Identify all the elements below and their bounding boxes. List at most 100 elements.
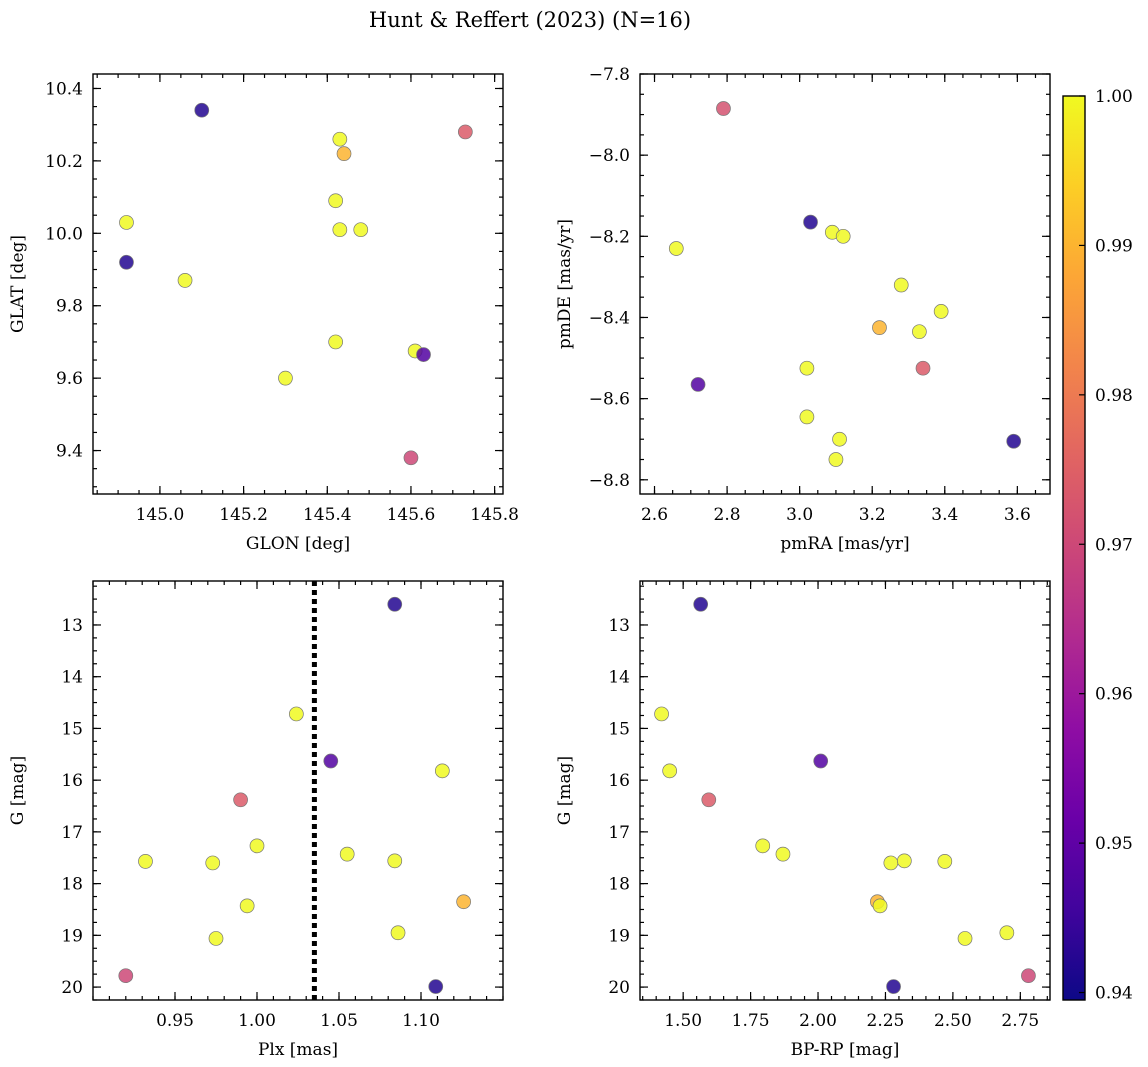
data-point [999, 925, 1015, 941]
colorbar-tick-label: 0.98 [1095, 386, 1133, 406]
x-tick-label: 145.2 [219, 505, 268, 525]
x-tick-label: 145.0 [136, 505, 185, 525]
axes-frame [92, 73, 504, 495]
data-point [457, 124, 473, 140]
panel-pmra-pmde: 2.6 2.8 3.0 3.2 3.4 3.6 −8.8 −8.6 −8.4 −8.2 −8.0 −7… [555, 65, 1051, 554]
data-point [716, 101, 731, 116]
data-point [693, 596, 709, 612]
y-tick-label: 20 [608, 978, 630, 998]
data-point [233, 792, 248, 808]
data-point [249, 838, 265, 854]
data-point [872, 898, 888, 914]
x-tick-label: 2.50 [934, 1011, 972, 1031]
data-point [328, 193, 344, 209]
y-tick-label: 14 [61, 668, 83, 688]
data-point [205, 855, 221, 871]
panel-plx-g: 0.95 1.00 1.05 1.10 13 14 15 16 17 18 19 20 Plx [mas… [8, 580, 504, 1060]
y-tick-label: 18 [608, 875, 630, 895]
x-tick-label: 145.8 [470, 505, 519, 525]
y-tick-label: −8.2 [589, 227, 630, 247]
data-point [177, 273, 193, 288]
y-tick-label: 9.4 [56, 442, 83, 462]
y-axis-label: G [mag] [8, 756, 28, 825]
minor-ticks [640, 73, 1050, 494]
data-point [328, 334, 344, 350]
y-tick-label: 13 [61, 616, 83, 636]
x-tick-label: 2.75 [1001, 1011, 1039, 1031]
x-tick-label: 2.6 [641, 505, 668, 525]
x-axis-label: BP-RP [mag] [791, 1040, 900, 1060]
y-tick-label: 16 [608, 771, 630, 791]
data-point [353, 222, 369, 238]
y-tick-label: 17 [608, 823, 630, 843]
y-axis-label: GLAT [deg] [8, 235, 28, 333]
colorbar: 0.94 0.95 0.96 0.97 0.98 0.99 1.00 [1062, 87, 1133, 1004]
colorbar-tick-label: 0.94 [1095, 984, 1133, 1004]
x-tick-label: 3.4 [931, 505, 958, 525]
y-tick-label: 9.8 [56, 297, 83, 317]
data-point [119, 215, 134, 230]
y-tick-label: 10.2 [45, 152, 83, 172]
data-point [278, 370, 293, 386]
data-point [332, 131, 348, 147]
colorbar-tick-label: 0.95 [1095, 834, 1133, 854]
data-point [456, 894, 471, 910]
axes-frame [639, 580, 1051, 1001]
panel-bprp-g: 1.50 1.75 2.00 2.25 2.50 2.75 13 14 15 16 17 18 19 20… [555, 580, 1051, 1060]
data-point [208, 931, 224, 946]
x-axis-label: Plx [mas] [258, 1040, 338, 1060]
y-tick-label: −7.8 [589, 65, 630, 85]
data-point [194, 102, 210, 118]
y-tick-label: 15 [608, 719, 630, 739]
colorbar-tick-label: 0.97 [1095, 535, 1133, 555]
y-tick-label: 19 [61, 926, 83, 946]
colorbar-frame [1062, 95, 1086, 1001]
x-tick-label: 3.0 [786, 505, 813, 525]
axes-frame [92, 580, 504, 1001]
x-axis-label: pmRA [mas/yr] [780, 534, 909, 554]
data-point [428, 979, 444, 994]
data-point [701, 792, 717, 808]
data-point [832, 431, 847, 447]
data-point [323, 753, 339, 769]
data-point [387, 596, 403, 612]
panel-glon-glat: 145.0 145.2 145.4 145.6 145.8 9.4 9.6 9.8 10.0 10… [8, 73, 519, 554]
y-tick-label: 16 [61, 771, 83, 791]
data-point [813, 753, 829, 769]
x-tick-label: 3.6 [1004, 505, 1031, 525]
colorbar-tick-label: 1.00 [1095, 87, 1133, 107]
x-tick-label: 3.2 [859, 505, 886, 525]
data-point [403, 450, 419, 466]
data-point [883, 855, 899, 871]
x-tick-label: 0.95 [156, 1011, 194, 1031]
x-tick-label: 2.00 [799, 1011, 837, 1031]
data-point [390, 925, 406, 941]
data-point [668, 241, 684, 256]
data-point [799, 409, 815, 425]
axes-frame [639, 73, 1051, 495]
y-tick-label: 10.0 [45, 224, 83, 244]
data-point [118, 968, 134, 984]
data-point [1006, 433, 1022, 449]
x-tick-label: 2.8 [714, 505, 741, 525]
data-point [957, 931, 973, 946]
data-point [803, 214, 818, 230]
data-point [775, 846, 791, 862]
data-point [933, 304, 949, 319]
x-tick-label: 1.00 [238, 1011, 276, 1031]
y-axis-label: pmDE [mas/yr] [555, 219, 575, 349]
data-point [755, 838, 771, 854]
x-tick-label: 1.05 [320, 1011, 358, 1031]
data-point [886, 979, 901, 994]
y-tick-label: −8.6 [589, 390, 630, 410]
y-tick-label: 15 [61, 719, 83, 739]
data-point [835, 228, 851, 244]
x-tick-label: 145.4 [303, 505, 352, 525]
data-point [1021, 968, 1036, 984]
colorbar-tick-label: 0.96 [1095, 685, 1133, 705]
data-point [915, 360, 931, 376]
y-axis-label: G [mag] [555, 756, 575, 825]
y-tick-label: 18 [61, 875, 83, 895]
x-tick-label: 145.6 [387, 505, 436, 525]
data-point [387, 853, 403, 869]
